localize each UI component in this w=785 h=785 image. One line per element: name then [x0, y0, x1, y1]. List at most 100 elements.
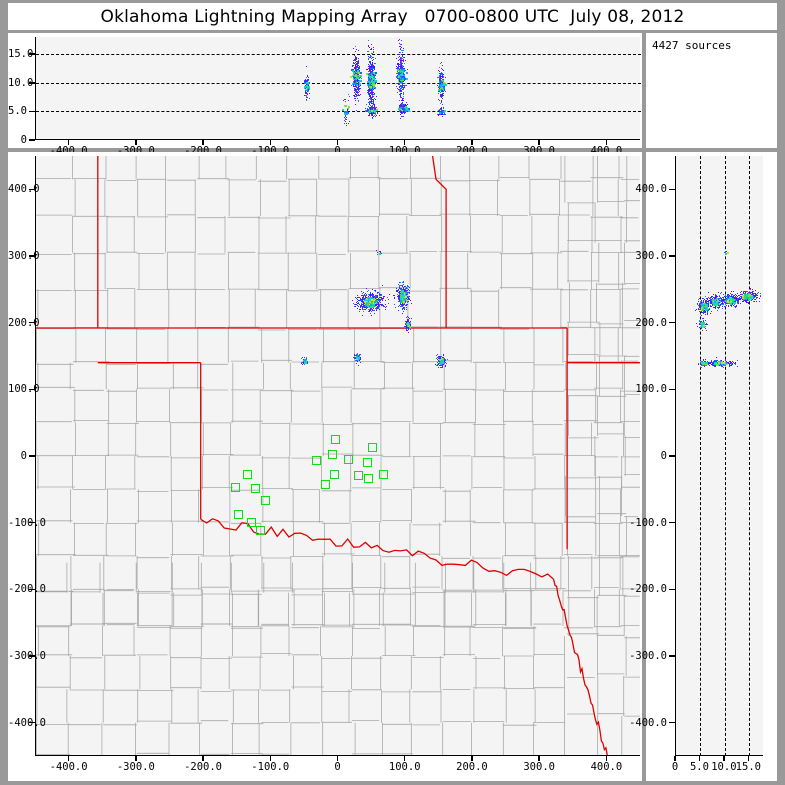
lightning-source — [401, 88, 403, 90]
lightning-source — [442, 107, 444, 109]
lightning-source — [306, 80, 308, 82]
altitude-vs-north-south-panel: -400.0 -300.0 -200.0 -100.0 0 100.0 200.0 300.0… — [629, 152, 777, 781]
lightning-source — [364, 297, 366, 299]
lightning-source — [406, 297, 408, 299]
lightning-source — [373, 66, 375, 68]
lightning-source — [367, 88, 369, 90]
lightning-source — [356, 56, 357, 58]
lightning-source — [371, 108, 372, 110]
lightning-source — [380, 296, 382, 298]
lightning-source — [374, 72, 377, 75]
lightning-source — [398, 291, 400, 293]
lightning-source — [397, 53, 399, 55]
lightning-source — [719, 294, 721, 296]
lightning-source — [377, 298, 379, 300]
gridline — [36, 111, 641, 113]
lightning-source — [399, 60, 401, 62]
lightning-source — [356, 58, 357, 60]
lightning-source — [398, 284, 400, 286]
lightning-source — [373, 103, 375, 105]
lightning-source — [306, 96, 308, 98]
lightning-source — [373, 109, 375, 111]
lightning-source — [378, 299, 380, 301]
lightning-source — [375, 114, 377, 115]
lightning-source — [378, 299, 380, 301]
plan-view-map-plot[interactable] — [35, 156, 640, 756]
lightning-source — [371, 73, 373, 75]
lightning-source — [371, 90, 373, 92]
lightning-source — [358, 65, 360, 67]
lightning-source — [373, 84, 376, 87]
lightning-source — [440, 355, 442, 357]
lightning-source — [398, 67, 400, 69]
lightning-source — [360, 357, 362, 358]
lightning-source — [441, 73, 443, 75]
lightning-source — [306, 89, 309, 92]
lightning-source — [367, 71, 369, 73]
lightning-source — [365, 108, 367, 110]
lightning-source — [397, 290, 399, 292]
lightning-source — [442, 353, 444, 355]
altitude-vs-north-south-plot[interactable] — [675, 156, 763, 756]
lightning-source — [351, 85, 353, 87]
lightning-source — [713, 305, 715, 307]
lightning-source — [361, 308, 363, 310]
lightning-source — [400, 89, 402, 91]
lightning-source — [403, 84, 405, 86]
y-tick-label: 200.0 — [8, 316, 40, 329]
lightning-source — [398, 87, 400, 88]
lightning-source — [440, 108, 442, 110]
lightning-source — [368, 296, 370, 298]
lightning-source — [404, 306, 406, 308]
lightning-source — [400, 288, 401, 290]
lightning-source — [369, 102, 370, 104]
lightning-source — [707, 300, 709, 302]
lightning-source — [358, 69, 360, 71]
lightning-source — [438, 360, 440, 362]
lightning-source — [358, 85, 360, 87]
lightning-source — [303, 360, 306, 363]
lightning-source — [367, 66, 369, 68]
lightning-source — [369, 104, 371, 106]
lightning-source — [438, 86, 440, 88]
lightning-source — [702, 312, 704, 314]
lightning-source — [371, 113, 372, 115]
lightning-source — [703, 298, 705, 300]
lightning-source — [370, 308, 372, 310]
altitude-vs-east-west-plot[interactable] — [35, 37, 641, 140]
lightning-source — [441, 91, 443, 93]
lightning-source — [371, 93, 373, 95]
lightning-source — [368, 308, 370, 310]
lightning-source — [707, 298, 709, 300]
lightning-source — [399, 48, 401, 50]
lightning-source — [399, 281, 401, 283]
lightning-source — [354, 72, 356, 73]
lightning-source — [401, 83, 403, 84]
lightning-source — [442, 93, 444, 94]
lightning-source — [408, 320, 410, 322]
lightning-source — [401, 56, 402, 58]
lightning-source — [374, 296, 376, 298]
lightning-source — [439, 102, 441, 104]
lightning-source — [402, 284, 403, 286]
lightning-source — [707, 310, 709, 312]
lightning-source — [402, 110, 404, 112]
lightning-source — [378, 301, 380, 303]
lightning-source — [356, 89, 358, 90]
lightning-source — [388, 303, 389, 305]
lightning-source — [371, 67, 373, 69]
lightning-source — [306, 80, 308, 82]
lightning-source — [442, 366, 443, 368]
lightning-source — [372, 107, 373, 109]
lightning-source — [373, 67, 375, 69]
lightning-source — [375, 250, 377, 252]
lightning-source — [397, 68, 399, 69]
lightning-source — [705, 300, 707, 302]
lightning-source — [356, 91, 358, 93]
lightning-source — [356, 60, 358, 62]
lightning-source — [376, 299, 378, 301]
lightning-source — [350, 75, 352, 78]
lightning-source — [371, 289, 373, 291]
lightning-source — [399, 71, 402, 74]
lightning-source — [372, 95, 374, 96]
